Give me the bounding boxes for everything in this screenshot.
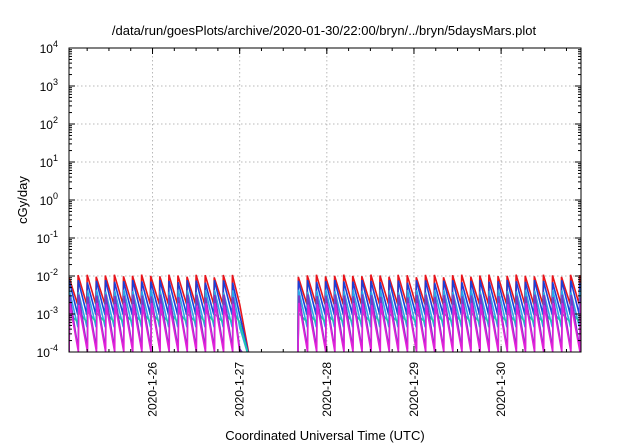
x-tick-label: 2020-1-26 xyxy=(146,362,160,417)
y-tick-label: 102 xyxy=(40,115,58,132)
x-axis-label: Coordinated Universal Time (UTC) xyxy=(225,428,424,443)
x-tick-label: 2020-1-27 xyxy=(233,362,247,417)
series-line xyxy=(297,302,581,352)
x-tick-label: 2020-1-29 xyxy=(407,362,421,417)
y-tick-label: 10-3 xyxy=(37,305,58,322)
x-axis: 2020-1-26 2020-1-27 2020-1-28 2020-1-29 2020… xyxy=(86,48,567,417)
y-tick-label: 10-1 xyxy=(37,229,58,246)
y-tick-label: 104 xyxy=(40,39,58,56)
chart-title: /data/run/goesPlots/archive/2020-01-30/2… xyxy=(112,23,537,38)
y-tick-label: 10-4 xyxy=(37,343,58,360)
y-tick-label: 103 xyxy=(40,77,58,94)
series-group xyxy=(69,274,581,352)
y-tick-label: 101 xyxy=(40,153,58,170)
y-axis-label: cGy/day xyxy=(15,176,30,224)
series-line xyxy=(69,302,241,352)
y-tick-label: 100 xyxy=(40,191,58,208)
x-tick-label: 2020-1-30 xyxy=(494,362,508,417)
y-tick-label: 10-2 xyxy=(37,267,58,284)
x-tick-label: 2020-1-28 xyxy=(320,362,334,417)
